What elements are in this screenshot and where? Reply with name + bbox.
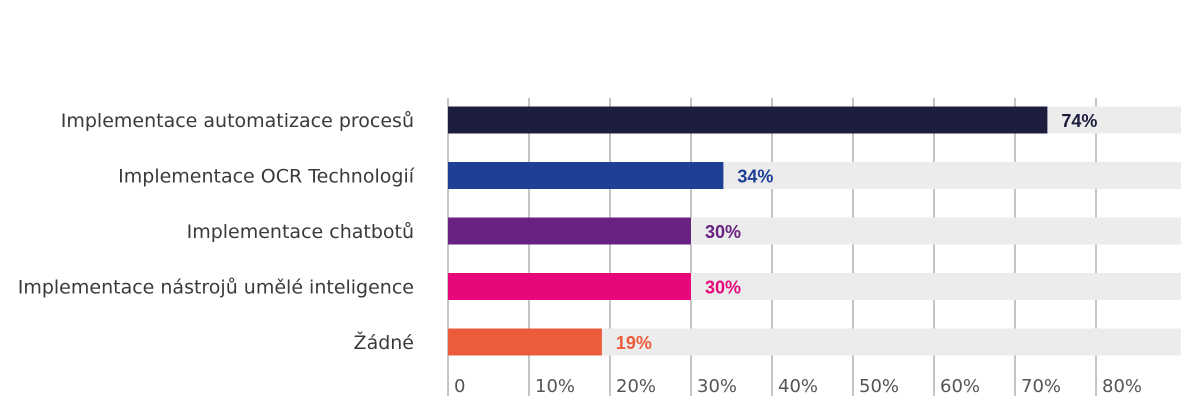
value-label: 19% bbox=[616, 333, 652, 353]
bar bbox=[448, 162, 724, 189]
bar bbox=[448, 328, 602, 356]
value-label: 30% bbox=[705, 278, 741, 298]
label-layer: Implementace automatizace procesů 74% Impl… bbox=[18, 110, 1098, 354]
tick-label: 40% bbox=[778, 376, 818, 397]
bar bbox=[448, 273, 691, 300]
tick-label: 20% bbox=[616, 376, 656, 397]
tick-label: 70% bbox=[1021, 376, 1061, 397]
tick-label: 0 bbox=[454, 376, 465, 397]
value-label: 74% bbox=[1061, 111, 1097, 131]
grid-layer bbox=[447, 98, 1097, 396]
category-label: Implementace automatizace procesů bbox=[61, 110, 414, 132]
bar bbox=[448, 106, 1048, 134]
category-label: Implementace chatbotů bbox=[187, 221, 414, 243]
tick-label: 60% bbox=[940, 376, 980, 397]
value-label: 34% bbox=[737, 167, 773, 187]
bar-layer bbox=[448, 106, 1048, 356]
bar bbox=[448, 217, 691, 245]
tick-layer: 0 10% 20% 30% 40% 50% 60% 70% 80% bbox=[454, 376, 1142, 397]
tick-label: 80% bbox=[1102, 376, 1142, 397]
category-label: Implementace OCR Technologií bbox=[118, 166, 415, 188]
category-label: Žádné bbox=[354, 331, 414, 354]
category-label: Implementace nástrojů umělé inteligence bbox=[18, 277, 414, 299]
tick-label: 10% bbox=[535, 376, 575, 397]
tick-label: 30% bbox=[697, 376, 737, 397]
tick-label: 50% bbox=[859, 376, 899, 397]
value-label: 30% bbox=[705, 222, 741, 242]
